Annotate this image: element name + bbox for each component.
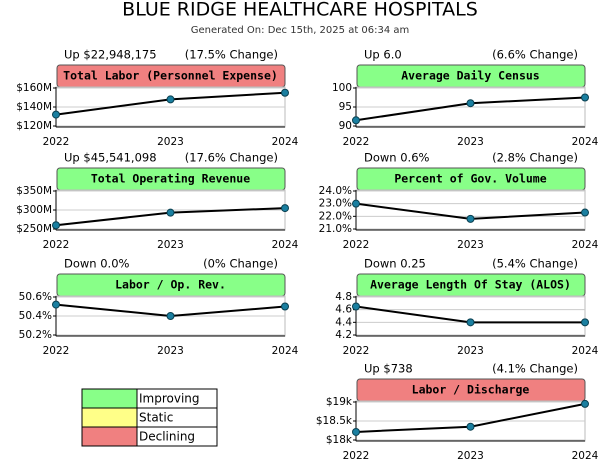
change-percent: (4.1% Change) — [492, 362, 578, 376]
change-text: Up $738 — [364, 362, 413, 376]
y-tick-label: $160M — [16, 82, 52, 94]
x-tick-label: 2023 — [157, 239, 184, 251]
data-point — [466, 99, 475, 108]
y-tick-label: 50.2% — [19, 329, 52, 341]
chart-title: Average Length Of Stay (ALOS) — [370, 278, 571, 292]
x-tick-label: 2024 — [272, 239, 299, 251]
data-point — [466, 214, 475, 223]
y-tick-label: 95 — [339, 101, 352, 113]
data-point — [52, 110, 60, 119]
legend-label: Improving — [139, 392, 200, 406]
chart-title: Total Operating Revenue — [91, 172, 250, 186]
y-tick-label: 100 — [332, 82, 352, 94]
plot-area — [355, 295, 586, 337]
change-percent: (0% Change) — [203, 257, 278, 271]
data-point — [281, 302, 289, 311]
data-point — [466, 422, 475, 431]
legend-label: Declining — [139, 430, 195, 444]
y-tick-label: 22.0% — [319, 210, 352, 222]
change-text: Down 0.25 — [364, 257, 426, 271]
y-tick-label: 50.6% — [19, 291, 52, 303]
x-tick-label: 2024 — [572, 239, 599, 251]
y-tick-label: 4.6 — [335, 304, 352, 316]
data-point — [166, 208, 175, 217]
generated-date: Generated On: Dec 15th, 2025 at 06:34 am — [191, 25, 410, 36]
plot-area — [355, 189, 586, 231]
y-tick-label: $18.5k — [316, 415, 353, 427]
x-tick-label: 2023 — [457, 450, 484, 462]
data-point — [352, 116, 360, 125]
data-point — [166, 312, 175, 320]
y-tick-label: 50.4% — [19, 310, 52, 322]
y-tick-label: $19k — [326, 396, 353, 408]
chart-title: Total Labor (Personnel Expense) — [63, 69, 278, 83]
y-tick-label: $18k — [326, 434, 353, 446]
x-tick-label: 2022 — [343, 136, 370, 148]
data-point — [581, 208, 589, 217]
change-percent: (5.4% Change) — [492, 257, 578, 271]
change-text: Down 0.6% — [364, 151, 430, 165]
x-tick-label: 2024 — [572, 345, 599, 357]
x-tick-label: 2023 — [457, 239, 484, 251]
x-tick-label: 2022 — [343, 239, 370, 251]
y-tick-label: 4.4 — [335, 316, 352, 328]
data-point — [281, 204, 289, 213]
change-percent: (6.6% Change) — [492, 48, 578, 62]
data-point — [466, 318, 475, 327]
data-point — [352, 199, 360, 208]
x-tick-label: 2022 — [43, 345, 70, 357]
legend-label: Static — [139, 411, 173, 425]
y-tick-label: $300M — [16, 204, 52, 216]
data-point — [281, 88, 289, 97]
y-tick-label: 90 — [339, 120, 352, 132]
x-tick-label: 2022 — [343, 345, 370, 357]
y-tick-label: 24.0% — [319, 185, 352, 197]
y-tick-label: 4.2 — [335, 329, 352, 341]
x-tick-label: 2022 — [343, 450, 370, 462]
legend-swatch — [81, 388, 138, 409]
change-percent: (17.6% Change) — [185, 151, 278, 165]
x-tick-label: 2024 — [272, 345, 299, 357]
change-percent: (17.5% Change) — [185, 48, 278, 62]
change-percent: (2.8% Change) — [492, 151, 578, 165]
x-tick-label: 2024 — [272, 136, 299, 148]
legend-swatch — [81, 426, 138, 447]
change-text: Up $45,541,098 — [64, 151, 157, 165]
chart-title: Percent of Gov. Volume — [394, 172, 546, 186]
chart-title: Labor / Op. Rev. — [115, 278, 226, 292]
data-point — [166, 95, 175, 104]
page-title: BLUE RIDGE HEALTHCARE HOSPITALS — [122, 0, 478, 21]
y-tick-label: $120M — [16, 120, 52, 132]
x-tick-label: 2023 — [457, 345, 484, 357]
change-text: Up $22,948,175 — [64, 48, 157, 62]
x-tick-label: 2024 — [572, 136, 599, 148]
data-point — [581, 399, 589, 408]
y-tick-label: 4.8 — [335, 291, 352, 303]
y-tick-label: $140M — [16, 101, 52, 113]
data-point — [52, 221, 60, 230]
x-tick-label: 2024 — [572, 450, 599, 462]
x-tick-label: 2022 — [43, 239, 70, 251]
x-tick-label: 2023 — [457, 136, 484, 148]
change-text: Up 6.0 — [364, 48, 402, 62]
data-point — [581, 93, 589, 102]
data-point — [52, 300, 60, 309]
legend-swatch — [81, 407, 138, 428]
chart-title: Labor / Discharge — [412, 383, 530, 397]
x-tick-label: 2023 — [157, 136, 184, 148]
y-tick-label: 21.0% — [319, 223, 352, 235]
legend-cell — [136, 426, 218, 447]
data-point — [581, 318, 589, 327]
y-tick-label: 23.0% — [319, 198, 352, 210]
data-point — [352, 302, 360, 311]
x-tick-label: 2023 — [157, 345, 184, 357]
chart-title: Average Daily Census — [401, 69, 539, 83]
x-tick-label: 2022 — [43, 136, 70, 148]
y-tick-label: $250M — [16, 223, 52, 235]
y-tick-label: $350M — [16, 185, 52, 197]
change-text: Down 0.0% — [64, 257, 130, 271]
data-point — [352, 427, 360, 436]
